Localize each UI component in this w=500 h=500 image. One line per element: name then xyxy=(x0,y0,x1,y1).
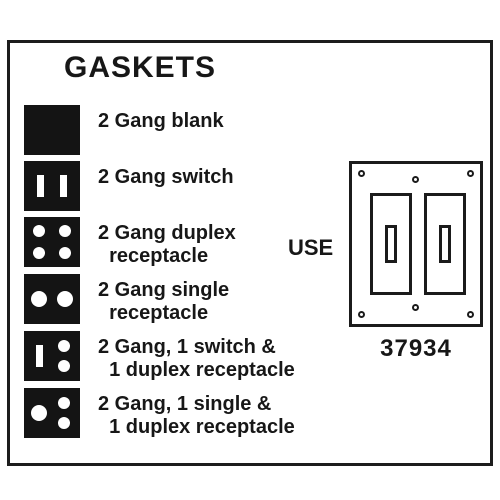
gasket-label: 2 Gang single receptacle xyxy=(98,274,229,325)
gasket-duplex-icon xyxy=(24,217,80,267)
gasket-blank-icon xyxy=(24,105,80,155)
list-item: 2 Gang blank xyxy=(24,105,314,155)
outer-frame: GASKETS 2 Gang blank 2 Gang switch xyxy=(7,40,493,466)
cover-plate-icon xyxy=(349,161,483,327)
use-label: USE xyxy=(288,235,333,261)
list-item: 2 Gang single receptacle xyxy=(24,274,314,325)
gasket-label: 2 Gang duplex receptacle xyxy=(98,217,236,268)
gasket-single-duplex-icon xyxy=(24,388,80,438)
gasket-label: 2 Gang switch xyxy=(98,161,234,189)
list-item: 2 Gang, 1 single & 1 duplex receptacle xyxy=(24,388,314,439)
part-number: 37934 xyxy=(346,335,486,363)
gasket-label: 2 Gang, 1 switch & 1 duplex receptacle xyxy=(98,331,295,382)
list-item: 2 Gang switch xyxy=(24,161,314,211)
gasket-label: 2 Gang, 1 single & 1 duplex receptacle xyxy=(98,388,295,439)
list-item: 2 Gang, 1 switch & 1 duplex receptacle xyxy=(24,331,314,382)
gasket-single-icon xyxy=(24,274,80,324)
gasket-label: 2 Gang blank xyxy=(98,105,224,133)
page: GASKETS 2 Gang blank 2 Gang switch xyxy=(0,0,500,500)
cover-plate-illustration: 37934 xyxy=(346,161,486,363)
gasket-switch-icon xyxy=(24,161,80,211)
heading-gaskets: GASKETS xyxy=(64,51,216,85)
list-item: 2 Gang duplex receptacle xyxy=(24,217,314,268)
toggle-slot-icon xyxy=(424,193,466,295)
toggle-slot-icon xyxy=(370,193,412,295)
gasket-list: 2 Gang blank 2 Gang switch 2 Gang dupl xyxy=(24,105,314,445)
gasket-switch-duplex-icon xyxy=(24,331,80,381)
